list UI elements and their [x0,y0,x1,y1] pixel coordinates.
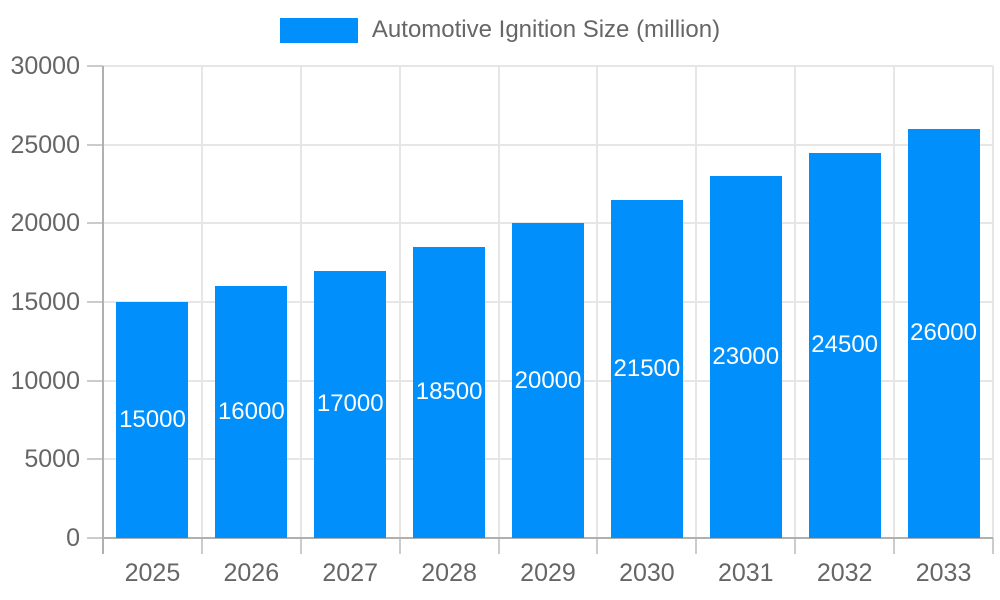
x-axis-tick-label: 2030 [619,559,675,587]
legend-item[interactable]: Automotive Ignition Size (million) [0,14,1000,46]
x-axis-tick-label: 2027 [322,559,379,587]
bar-2030[interactable] [610,199,683,538]
gridline-x [596,66,599,538]
tick-mark-x [893,538,896,554]
y-axis-tick-label: 30000 [10,52,80,80]
tick-mark-y [87,301,103,303]
x-axis-tick-label: 2026 [223,559,280,587]
x-axis-tick-label: 2031 [717,559,774,587]
gridline-x [398,66,401,538]
gridline-x [695,66,698,538]
tick-mark-x [794,538,797,554]
x-axis-tick-label: 2025 [124,559,181,587]
bar-value-label: 17000 [316,390,384,418]
x-axis-tick-label: 2028 [421,559,477,587]
bar-value-label: 21500 [613,354,681,382]
bar-2028[interactable] [413,246,486,538]
tick-mark-y [87,65,103,67]
tick-mark-x [596,538,599,554]
bar-2033[interactable] [907,128,980,538]
y-axis-line [102,66,104,554]
tick-mark-x [299,538,302,554]
tick-mark-x [398,538,401,554]
bar-value-label: 18500 [415,378,483,406]
tick-mark-y [87,379,103,382]
bar-value-label: 16000 [217,398,285,426]
legend-label: Automotive Ignition Size (million) [371,16,721,43]
tick-mark-x [497,538,500,554]
gridline-y [103,65,993,67]
x-axis-line [103,537,993,539]
y-axis-tick-label: 20000 [10,209,80,238]
tick-mark-x [992,538,994,554]
y-axis-tick-label: 5000 [24,445,80,474]
gridline-x [992,66,994,538]
y-axis-tick-label: 25000 [10,130,80,159]
bar-2025[interactable] [116,302,189,538]
bar-2032[interactable] [808,152,881,538]
bar-2027[interactable] [314,270,387,538]
bar-value-label: 15000 [119,406,186,433]
bar-2026[interactable] [215,286,288,538]
tick-mark-x [200,538,203,554]
y-axis-tick-label: 15000 [10,288,80,316]
tick-mark-y [87,537,103,539]
tick-mark-x [695,538,698,554]
bar-2029[interactable] [512,223,584,538]
gridline-x [299,66,302,538]
bar-value-label: 20000 [514,366,582,394]
y-axis-tick-label: 0 [66,524,80,552]
x-axis-tick-label: 2029 [520,559,576,587]
y-axis-tick-label: 10000 [10,366,80,395]
gridline-x [200,66,203,538]
gridline-y [103,143,993,146]
tick-mark-y [87,222,103,225]
bar-2031[interactable] [709,176,782,538]
bar-value-label: 26000 [910,319,977,347]
tick-mark-y [87,458,103,461]
legend-swatch-icon [279,17,358,43]
bar-value-label: 24500 [811,331,879,359]
tick-mark-y [87,143,103,146]
gridline-x [893,66,896,538]
gridline-x [794,66,797,538]
x-axis-tick-label: 2033 [915,559,972,587]
gridline-x [497,66,500,538]
bar-value-label: 23000 [712,343,780,371]
x-axis-tick-label: 2032 [816,559,873,587]
